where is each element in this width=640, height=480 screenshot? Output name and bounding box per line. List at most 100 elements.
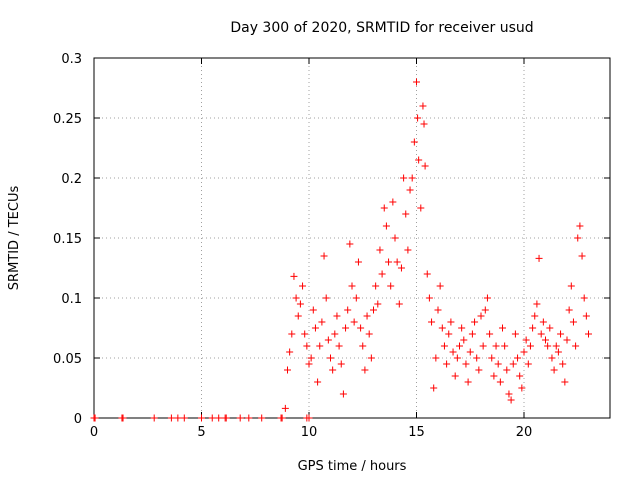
data-point xyxy=(481,306,489,314)
data-point xyxy=(354,258,362,266)
data-point xyxy=(438,324,446,332)
data-point xyxy=(526,342,534,350)
data-point xyxy=(329,366,337,374)
data-point xyxy=(333,312,341,320)
data-point xyxy=(542,336,549,344)
data-point xyxy=(578,252,586,260)
data-point xyxy=(352,294,360,302)
data-points xyxy=(90,78,592,422)
data-point xyxy=(286,348,294,356)
data-point xyxy=(296,300,304,308)
data-point xyxy=(292,294,300,302)
data-point xyxy=(198,414,205,422)
data-point xyxy=(567,282,575,290)
data-point xyxy=(290,272,298,280)
data-point xyxy=(278,414,286,422)
data-point xyxy=(180,414,188,422)
data-point xyxy=(514,354,522,362)
data-point xyxy=(492,342,500,350)
x-axis-label: GPS time / hours xyxy=(298,459,407,474)
data-point xyxy=(496,378,504,386)
data-point xyxy=(284,366,291,374)
y-tick-label: 0.25 xyxy=(53,112,82,127)
data-point xyxy=(505,390,513,398)
chart-title: Day 300 of 2020, SRMTID for receiver usu… xyxy=(230,20,533,36)
data-point xyxy=(518,384,526,392)
data-point xyxy=(548,354,556,362)
data-point xyxy=(372,282,380,290)
data-point xyxy=(299,282,307,290)
y-tick-label: 0 xyxy=(74,412,82,427)
data-point xyxy=(552,342,560,350)
data-point xyxy=(311,324,319,332)
data-point xyxy=(423,270,431,278)
data-point xyxy=(342,324,350,332)
data-point xyxy=(421,162,429,170)
data-point xyxy=(458,324,466,332)
data-point xyxy=(402,210,410,218)
data-point xyxy=(582,312,590,320)
data-point xyxy=(434,306,442,314)
data-point xyxy=(365,330,373,338)
data-point xyxy=(445,330,453,338)
data-point xyxy=(507,396,515,404)
data-point xyxy=(425,294,433,302)
data-point xyxy=(314,378,322,386)
data-point xyxy=(415,156,423,164)
data-point xyxy=(486,330,494,338)
data-point xyxy=(449,348,457,356)
data-point xyxy=(307,354,315,362)
data-point xyxy=(322,294,330,302)
data-point xyxy=(440,342,448,350)
data-point xyxy=(281,404,289,412)
data-point xyxy=(410,138,418,146)
data-point xyxy=(576,222,584,230)
data-point xyxy=(348,282,356,290)
data-point xyxy=(471,318,479,326)
data-point xyxy=(524,360,532,368)
data-point xyxy=(522,336,530,344)
data-point xyxy=(376,246,384,254)
data-point xyxy=(546,324,554,332)
data-point xyxy=(419,102,427,110)
data-point xyxy=(563,336,571,344)
data-point xyxy=(430,384,438,392)
data-point xyxy=(324,336,332,344)
data-point xyxy=(473,354,481,362)
data-point xyxy=(477,312,485,320)
data-point xyxy=(460,336,468,344)
data-point xyxy=(150,414,158,422)
data-point xyxy=(561,378,569,386)
y-tick-label: 0.2 xyxy=(61,172,82,187)
data-point xyxy=(357,324,365,332)
data-point xyxy=(367,354,375,362)
data-point xyxy=(414,114,422,122)
data-point xyxy=(408,174,416,182)
data-point xyxy=(483,294,491,302)
data-point xyxy=(339,390,347,398)
data-point xyxy=(537,330,545,338)
data-point xyxy=(294,312,302,320)
x-tick-label: 0 xyxy=(90,425,98,440)
data-point xyxy=(511,330,519,338)
data-point xyxy=(331,330,339,338)
data-point xyxy=(316,342,324,350)
data-point xyxy=(167,414,175,422)
data-point xyxy=(443,360,451,368)
data-point xyxy=(389,198,397,206)
data-point xyxy=(488,354,496,362)
data-point xyxy=(344,306,352,314)
data-point xyxy=(305,360,313,368)
data-point xyxy=(404,246,412,254)
data-point xyxy=(382,222,390,230)
data-point xyxy=(391,234,399,242)
data-point xyxy=(309,306,317,314)
data-point xyxy=(258,414,266,422)
x-tick-label: 10 xyxy=(301,425,318,440)
data-point xyxy=(574,234,582,242)
y-tick-label: 0.05 xyxy=(53,352,82,367)
data-point xyxy=(215,414,223,422)
data-point xyxy=(400,174,408,182)
data-point xyxy=(466,348,474,356)
data-point xyxy=(174,414,182,422)
